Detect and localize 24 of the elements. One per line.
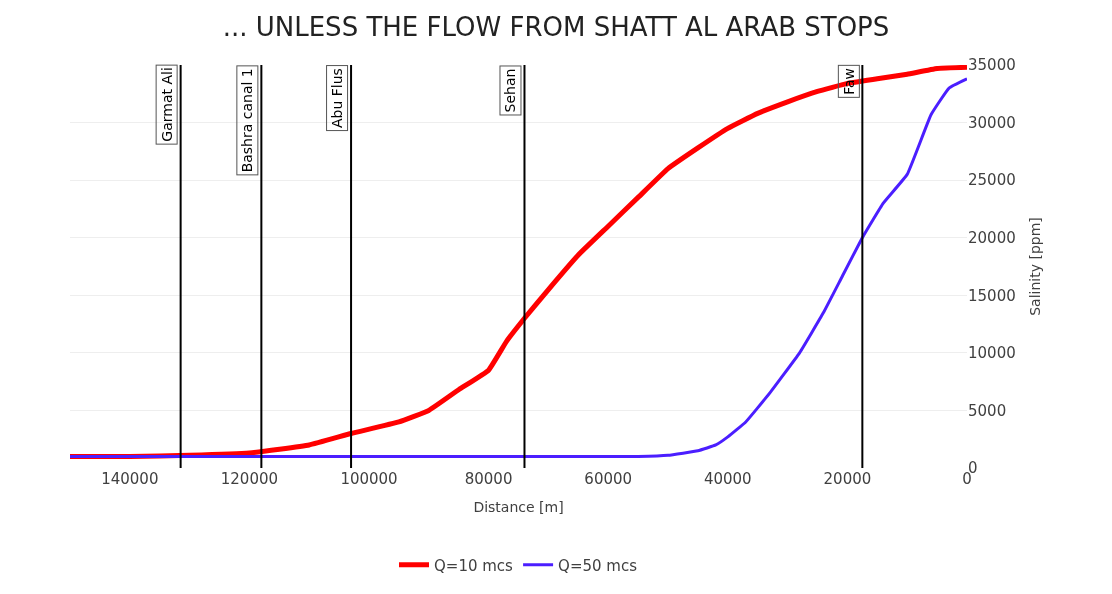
y-tick-label: 20000 [968, 228, 1016, 247]
ref-line-label: Faw [840, 68, 857, 95]
x-axis-title: Distance [m] [473, 499, 564, 516]
y-tick-label: 5000 [968, 401, 1007, 420]
ref-line-label: Bashra canal 1 [239, 68, 256, 173]
y-tick-label: 35000 [968, 56, 1016, 75]
x-tick-label: 80000 [464, 470, 513, 488]
x-tick-label: 100000 [340, 470, 398, 488]
x-tick-label: 40000 [703, 470, 752, 488]
y-axis-title: Salinity [ppm] [1027, 217, 1044, 316]
y-tick-label: 10000 [968, 344, 1016, 363]
y-tick-label: 15000 [968, 286, 1016, 305]
y-tick-label: 25000 [968, 171, 1016, 190]
x-tick-label: 140000 [101, 470, 159, 488]
x-tick-label: 20000 [823, 470, 872, 488]
legend-label: Q=10 mcs [434, 556, 514, 575]
x-tick-label: 120000 [220, 470, 279, 488]
ref-line-label: Sehan [502, 68, 519, 113]
legend-label: Q=50 mcs [558, 556, 638, 575]
chart-title: ... UNLESS THE FLOW FROM SHATT AL ARAB STOPS [222, 12, 890, 43]
ref-line-label: Abu Flus [329, 68, 346, 129]
x-tick-label: 60000 [584, 470, 633, 488]
y-tick-label: 30000 [968, 113, 1016, 132]
ref-line-label: Garmat Ali [158, 67, 175, 142]
